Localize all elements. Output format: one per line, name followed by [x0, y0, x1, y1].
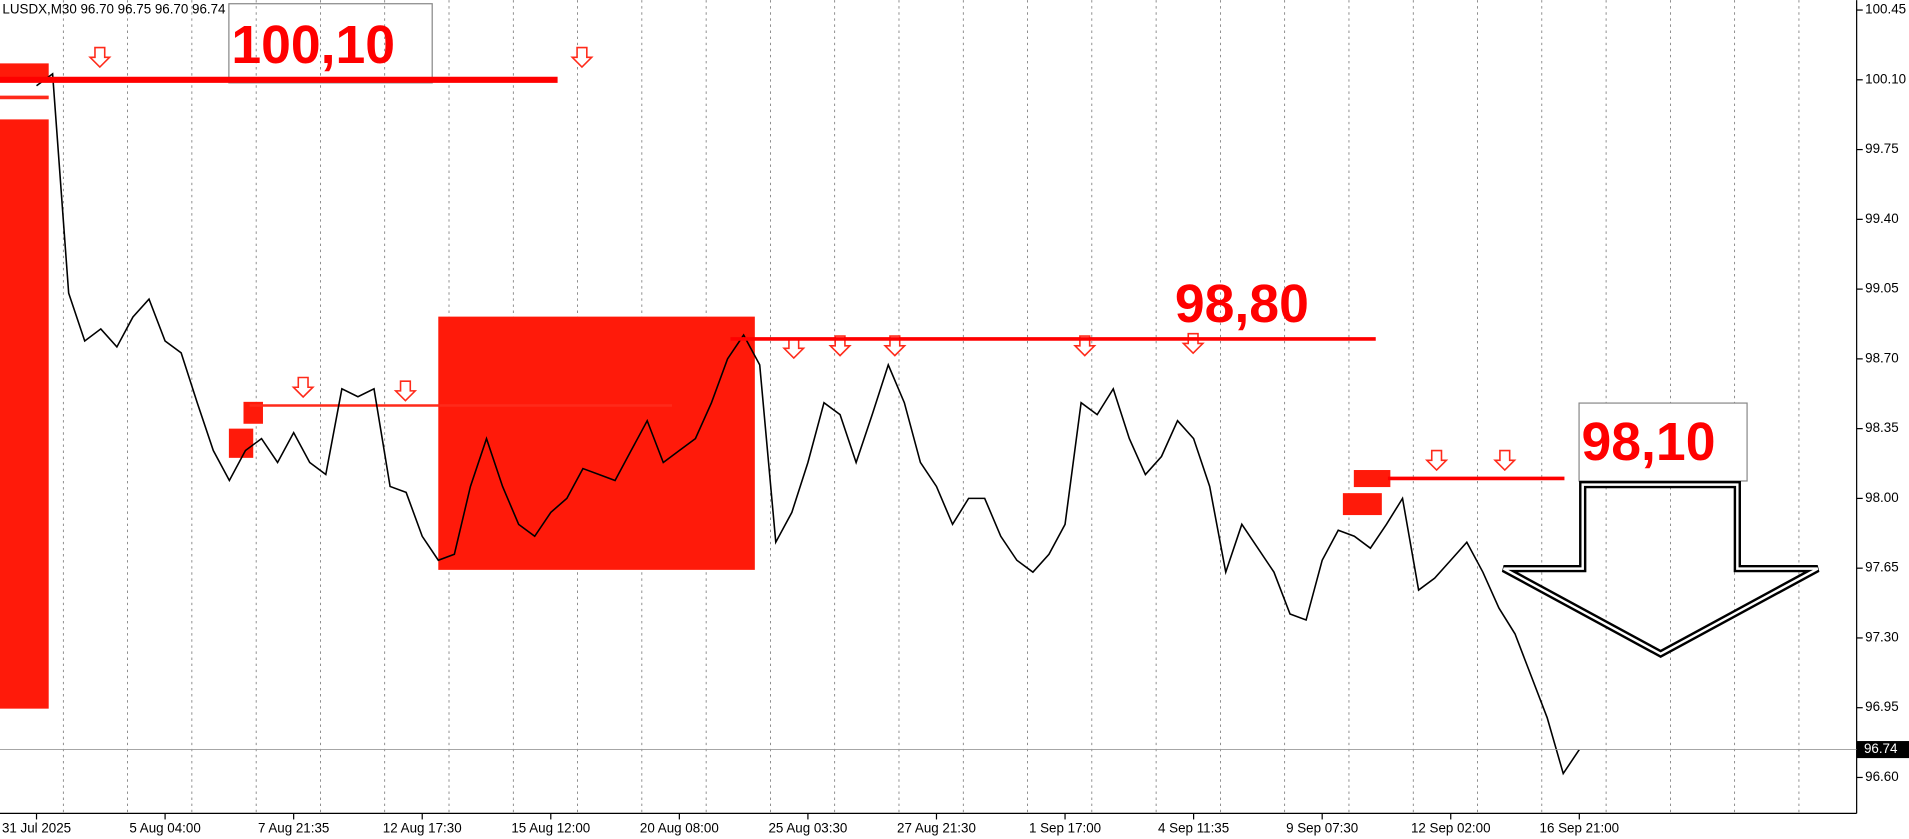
label-box — [1578, 402, 1748, 482]
plot — [36, 72, 1580, 776]
x-tick-label: 1 Sep 17:00 — [1029, 821, 1101, 836]
y-tick-label: 96.95 — [1865, 699, 1898, 714]
x-tick-label: 20 Aug 08:00 — [640, 821, 719, 836]
zone — [1353, 470, 1391, 488]
y-tick-label: 99.05 — [1865, 281, 1898, 296]
annotation: 100,10 — [231, 16, 395, 75]
y-tick-label: 98.35 — [1865, 420, 1898, 435]
y-tick-label: 98.70 — [1865, 350, 1898, 365]
x-tick-label: 4 Sep 11:35 — [1158, 821, 1229, 836]
chart-title: LUSDX,M30 96.70 96.75 96.70 96.74 — [2, 1, 226, 16]
x-tick-label: 15 Aug 12:00 — [511, 821, 590, 836]
x-tick-label: 12 Aug 17:30 — [383, 821, 462, 836]
y-tick-label: 97.65 — [1865, 560, 1898, 575]
x-tick-label: 5 Aug 04:00 — [129, 821, 200, 836]
zone — [438, 316, 755, 570]
price-line — [36, 72, 1580, 776]
y-tick-label: 98.00 — [1865, 490, 1898, 505]
y-tick-label: 100.10 — [1865, 71, 1906, 86]
x-tick-label: 9 Sep 07:30 — [1286, 821, 1358, 836]
y-tick-label: 99.40 — [1865, 211, 1898, 226]
x-tick-label: 7 Aug 21:35 — [258, 821, 329, 836]
zone — [0, 119, 49, 709]
last-price-label: 96.74 — [1864, 741, 1898, 756]
zone — [243, 401, 263, 424]
last-price-box — [1856, 741, 1909, 759]
x-tick-label: 31 Jul 2025 — [2, 821, 71, 836]
y-tick-label: 96.60 — [1865, 769, 1898, 784]
grid — [62, 0, 1800, 814]
zone — [228, 428, 254, 458]
label-box — [228, 3, 433, 84]
x-tick-label: 16 Sep 21:00 — [1540, 821, 1620, 836]
x-tick-label: 25 Aug 03:30 — [768, 821, 847, 836]
y-tick-label: 100.45 — [1865, 2, 1906, 17]
zone — [1342, 493, 1382, 516]
y-tick-label: 97.30 — [1865, 629, 1898, 644]
annotation: 98,80 — [1175, 275, 1309, 334]
zone — [0, 63, 49, 78]
big-arrow-inner — [1503, 483, 1819, 656]
annotation: 98,10 — [1581, 413, 1715, 472]
x-tick-label: 12 Sep 02:00 — [1411, 821, 1491, 836]
x-tick-label: 27 Aug 21:30 — [897, 821, 976, 836]
y-tick-label: 99.75 — [1865, 141, 1898, 156]
